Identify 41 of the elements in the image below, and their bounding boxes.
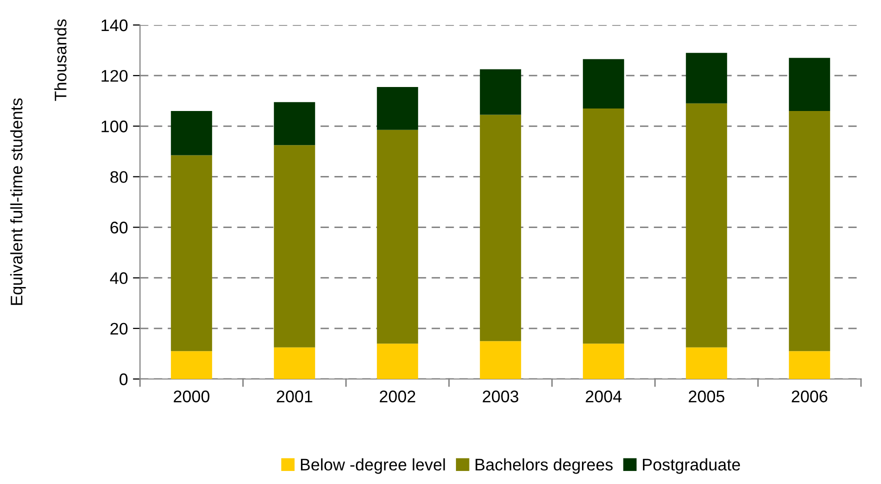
bar: [582, 344, 624, 379]
bar: [170, 351, 212, 379]
y-tick-label: 100: [102, 120, 128, 132]
y-tick-label: 140: [102, 19, 128, 32]
bar: [686, 347, 728, 379]
y-tick-label: 80: [110, 171, 128, 183]
y-tick-label: 0: [120, 373, 128, 386]
x-tick-label: 2001: [276, 390, 312, 402]
bar: [788, 58, 830, 111]
x-tick-label: 2006: [792, 390, 828, 402]
bar: [480, 69, 522, 115]
y-tick-label: 40: [110, 272, 128, 284]
x-tick-label: 2004: [586, 390, 622, 402]
y2-axis-title: Thousands: [54, 19, 66, 101]
y-axis-title: Equivalent full-time students: [10, 98, 26, 305]
legend-label: Bachelors degrees: [476, 458, 613, 474]
legend-label: Below -degree level: [300, 458, 445, 474]
y-tick-label: 20: [110, 322, 128, 335]
bar: [274, 102, 316, 146]
bar: [686, 103, 728, 348]
bar: [686, 52, 728, 104]
bar: [480, 341, 522, 379]
legend-label: Postgraduate: [642, 458, 740, 474]
bar: [376, 344, 418, 379]
y-tick-label: 120: [102, 70, 128, 82]
bar: [788, 351, 830, 379]
bar: [582, 59, 624, 108]
bar: [170, 110, 212, 156]
x-tick-label: 2000: [174, 390, 210, 402]
bar: [788, 110, 830, 352]
x-tick-label: 2003: [482, 390, 518, 402]
bar: [274, 347, 316, 379]
y-tick-label: 60: [110, 222, 128, 234]
bar: [376, 86, 418, 130]
x-tick-label: 2002: [380, 390, 416, 402]
bar: [170, 155, 212, 352]
bar: [582, 108, 624, 344]
bar: [480, 114, 522, 342]
bar: [376, 130, 418, 344]
bar: [274, 145, 316, 348]
x-tick-label: 2005: [688, 390, 724, 402]
